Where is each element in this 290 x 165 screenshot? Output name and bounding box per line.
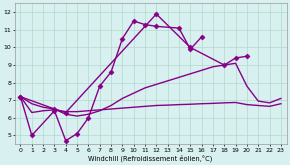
X-axis label: Windchill (Refroidissement éolien,°C): Windchill (Refroidissement éolien,°C) — [88, 154, 213, 162]
